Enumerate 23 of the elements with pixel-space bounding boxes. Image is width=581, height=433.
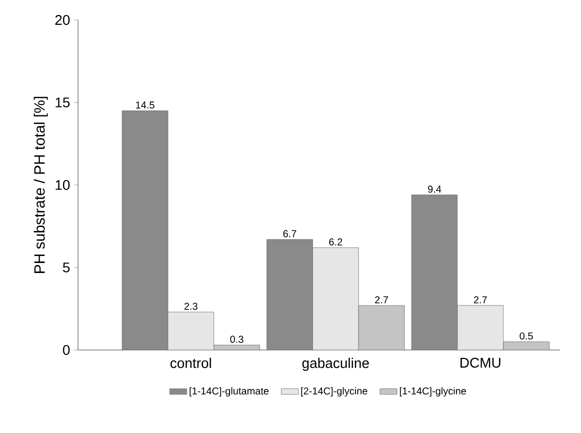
bar [358, 305, 405, 350]
bar [503, 342, 550, 350]
data-label: 0.3 [230, 336, 244, 343]
data-label: 14.5 [136, 102, 154, 109]
legend-label: [1-14C]-glycine [400, 387, 466, 397]
legend-label: [1-14C]-glutamate [190, 387, 269, 397]
y-tick-label: 5 [62, 262, 70, 272]
data-label: 0.5 [520, 332, 533, 340]
x-tick-label: DCMU [460, 358, 500, 368]
legend-label: [2-14C]-glycine [301, 387, 368, 397]
data-label: 9.4 [428, 186, 442, 193]
data-label: 6.2 [329, 238, 342, 246]
data-label: 2.7 [474, 296, 487, 304]
y-tick-label: 20 [55, 15, 70, 25]
data-label: 2.7 [375, 296, 388, 304]
data-label: 6.7 [283, 230, 296, 238]
y-tick-label: 15 [56, 98, 70, 108]
y-axis-title: PH substrate / PH total [%] [34, 96, 48, 273]
x-tick-label: control [170, 358, 211, 368]
y-tick-label: 10 [56, 180, 70, 190]
y-tick-label: 0 [62, 345, 70, 355]
data-label: 2.3 [184, 302, 198, 310]
x-tick-label: gabaculine [302, 358, 369, 371]
